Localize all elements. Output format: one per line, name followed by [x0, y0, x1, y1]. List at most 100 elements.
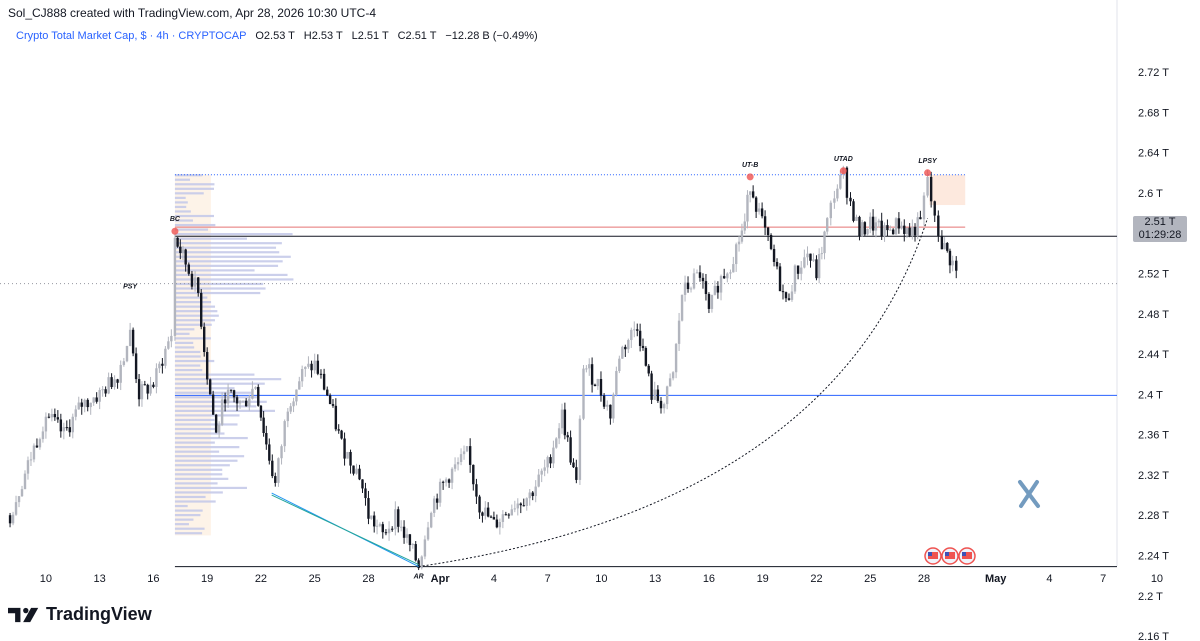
candle-body: [858, 216, 861, 237]
tradingview-logo[interactable]: TradingView: [8, 604, 152, 625]
volume-profile-bar: [174, 332, 190, 335]
candle-body: [20, 489, 24, 497]
volume-profile-bar: [174, 282, 264, 286]
candle-body: [557, 428, 561, 439]
volume-profile-bar: [174, 491, 223, 494]
candle-body: [729, 272, 732, 274]
event-marker-ut-b[interactable]: [746, 173, 754, 181]
symbol-name[interactable]: Crypto Total Market Cap, $ · 4h · CRYPTO…: [16, 30, 247, 42]
event-marker-utad[interactable]: [839, 167, 847, 175]
y-tick-label: 2.4 T: [1138, 389, 1163, 401]
candle-body: [32, 445, 36, 460]
candle-body: [746, 194, 749, 222]
volume-profile-bar: [174, 242, 282, 245]
candle-body: [908, 227, 911, 236]
candle-body: [426, 527, 430, 540]
candle-body: [549, 457, 552, 464]
candle-body: [481, 512, 484, 516]
candle-body: [726, 273, 729, 279]
candle-body: [522, 505, 525, 507]
candle-body: [590, 364, 594, 385]
y-tick-label: 2.72 T: [1138, 67, 1169, 79]
candle-body: [326, 389, 329, 396]
volume-profile-bar: [174, 509, 203, 512]
x-tick-label: 13: [649, 573, 661, 585]
candle-body: [772, 248, 776, 262]
candle-body: [355, 468, 358, 474]
candle-body: [743, 221, 746, 231]
resistance-zone[interactable]: [929, 174, 966, 206]
candle-body: [65, 427, 69, 429]
candle-body: [229, 389, 233, 391]
volume-profile-bar: [174, 368, 203, 372]
candle-body: [855, 216, 858, 221]
candle-body: [381, 524, 384, 533]
high-value: 2.53 T: [311, 30, 343, 42]
candle-body: [211, 394, 215, 415]
y-tick-label: 2.48 T: [1138, 309, 1169, 321]
candle-body: [286, 411, 290, 422]
volume-profile-bar: [174, 373, 255, 376]
candle-body: [254, 386, 257, 389]
candle-body: [50, 413, 54, 418]
y-tick-label: 2.32 T: [1138, 470, 1169, 482]
candle-body: [823, 231, 826, 254]
candle-body: [519, 503, 522, 506]
x-tick-label: 16: [147, 573, 159, 585]
candle-body: [817, 254, 821, 279]
candle-body: [361, 479, 364, 489]
candle-body: [140, 384, 144, 400]
y-tick-label: 2.28 T: [1138, 510, 1169, 522]
candle-body: [352, 465, 355, 474]
candle-body: [190, 273, 194, 287]
candle-body: [205, 352, 209, 380]
curved-trendline[interactable]: [418, 217, 929, 568]
candle-body: [638, 330, 642, 346]
candle-body: [919, 217, 922, 220]
candle-body: [53, 413, 57, 418]
volume-profile-bar: [174, 346, 195, 349]
event-marker-lpsy[interactable]: [924, 169, 932, 177]
candle-body: [331, 404, 335, 406]
candle-body: [866, 229, 869, 235]
candle-body: [29, 459, 33, 461]
candle-body: [937, 215, 940, 236]
candle-body: [478, 496, 481, 513]
candle-body: [298, 381, 301, 390]
candle-body: [803, 257, 806, 268]
candle-body: [624, 346, 627, 350]
channel-line-lower[interactable]: [271, 494, 419, 566]
flag-canton: [962, 552, 966, 556]
candle-body: [56, 417, 60, 420]
candle-body: [806, 253, 809, 258]
candle-body: [119, 364, 122, 383]
volume-profile-bar: [174, 305, 216, 308]
volume-profile-bar: [174, 504, 188, 508]
candle-body: [17, 496, 21, 503]
candle-body: [698, 272, 702, 278]
volume-profile-bar: [174, 446, 240, 449]
candle-body: [113, 379, 116, 388]
volume-profile-bar: [174, 237, 247, 240]
candle-body: [161, 363, 164, 366]
candle-body: [274, 476, 277, 483]
candle-body: [14, 502, 18, 515]
candle-body: [122, 361, 126, 365]
candle-body: [370, 515, 373, 519]
event-marker-bc[interactable]: [171, 227, 179, 235]
candle-body: [763, 216, 767, 228]
candle-body: [340, 430, 343, 439]
volume-profile-bar: [174, 500, 216, 503]
candle-body: [734, 244, 738, 265]
y-tick-label: 2.44 T: [1138, 349, 1169, 361]
candle-body: [235, 397, 239, 404]
candle-body: [44, 416, 48, 432]
candle-body: [543, 467, 546, 471]
candle-body: [423, 539, 427, 557]
x-mark-drawing[interactable]: [1018, 480, 1040, 508]
candle-body: [820, 253, 824, 255]
candle-body: [911, 226, 914, 236]
candle-body: [378, 524, 382, 526]
candle-body: [845, 167, 849, 198]
